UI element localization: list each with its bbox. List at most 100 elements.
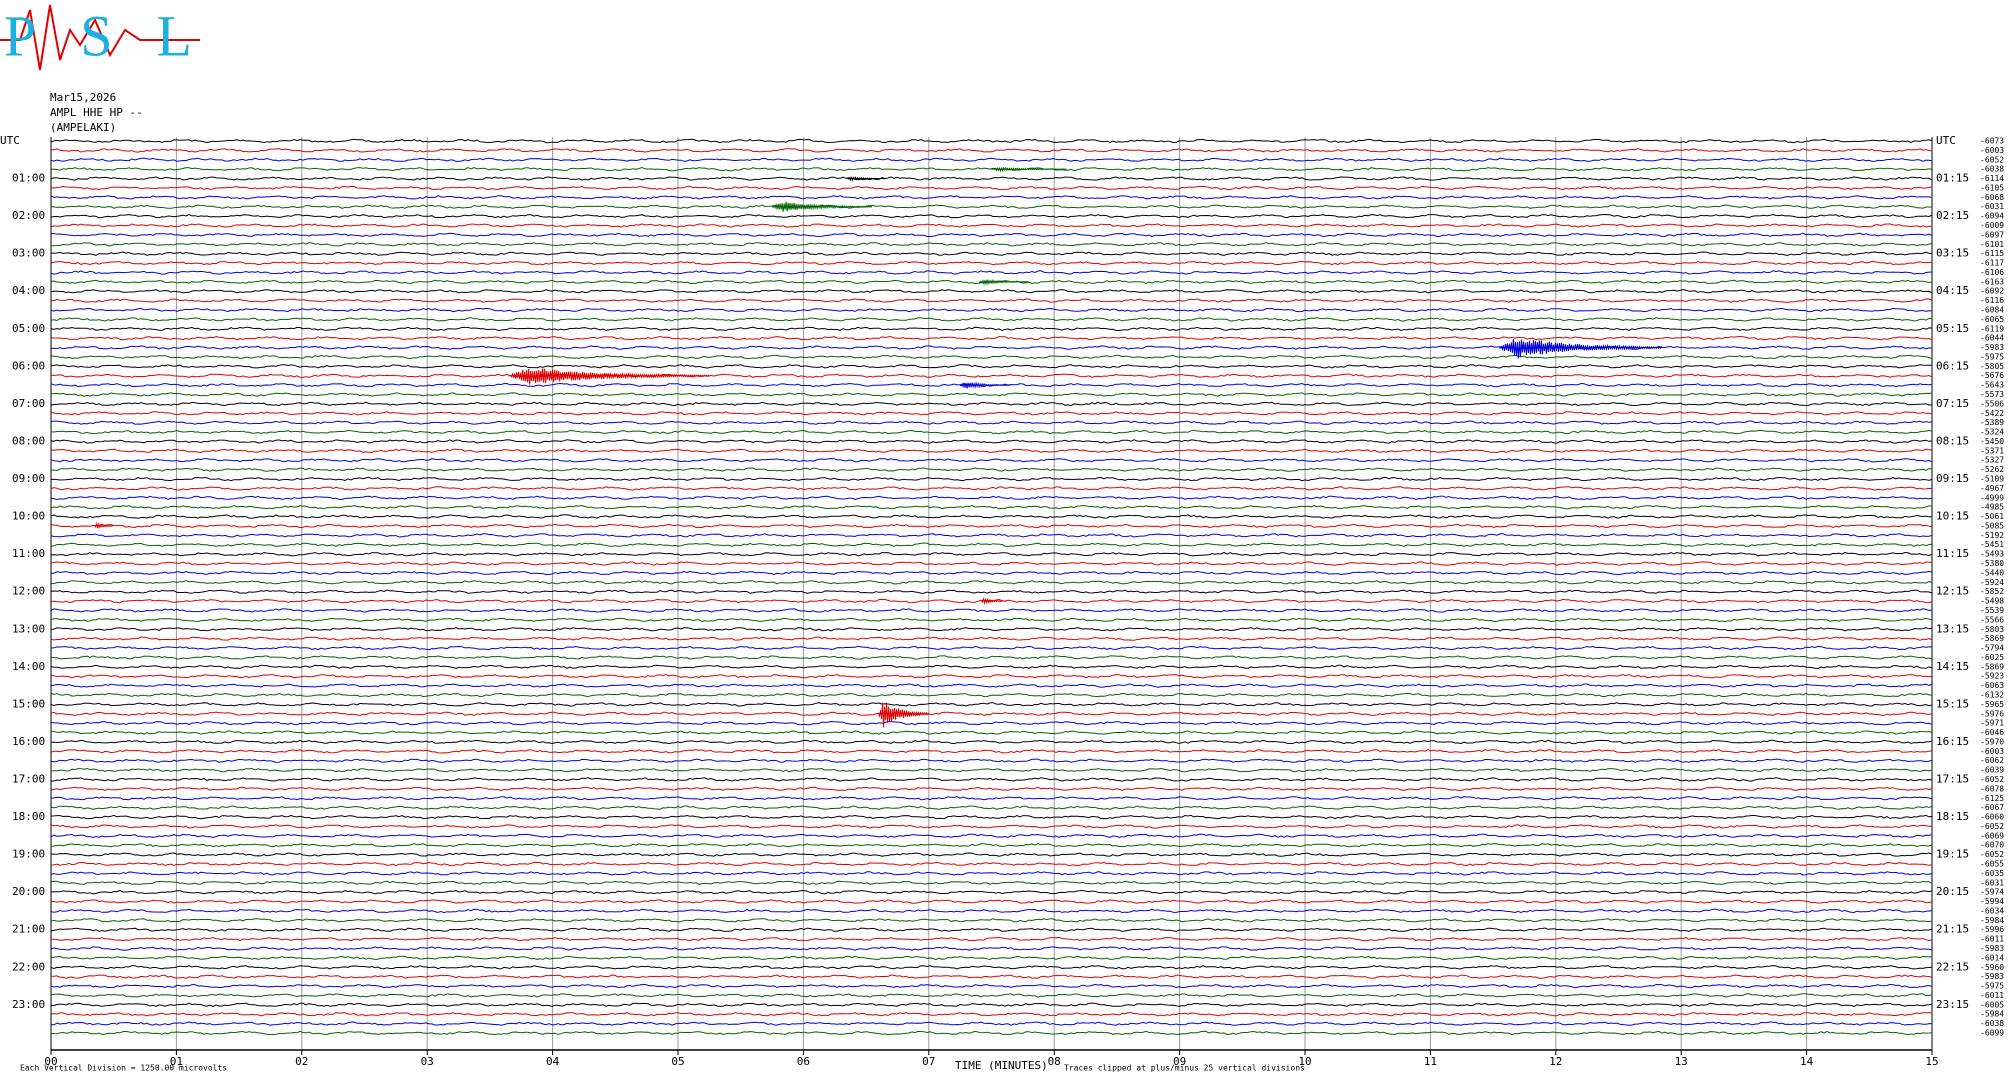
trace (50, 523, 1933, 529)
trace-offset: -6052 (1980, 775, 2004, 784)
right-hour-label: 22:15 (1936, 960, 1969, 973)
trace (50, 777, 1933, 782)
trace-offset: -6003 (1980, 747, 2004, 756)
trace (50, 335, 1933, 341)
left-hour-label: 01:00 (12, 172, 45, 185)
trace (50, 326, 1933, 332)
trace (51, 242, 1933, 247)
trace (50, 720, 1933, 726)
right-hour-label: 07:15 (1936, 397, 1969, 410)
left-hour-label: 03:00 (12, 247, 45, 260)
trace-offset: -6101 (1980, 240, 2004, 249)
trace (50, 918, 1933, 923)
trace (50, 1002, 1933, 1008)
trace (50, 711, 1933, 716)
trace-offset: -6117 (1980, 259, 2004, 268)
right-hour-label: 11:15 (1936, 547, 1969, 560)
trace-offset: -5389 (1980, 418, 2004, 427)
trace-offset: -6031 (1980, 878, 2004, 887)
trace-offset: -5566 (1980, 615, 2004, 624)
trace (50, 936, 1933, 942)
trace-offset: -6063 (1980, 681, 2004, 690)
trace (50, 739, 1933, 745)
x-tick-label: 08 (1048, 1055, 1061, 1068)
trace-offset: -6084 (1980, 306, 2004, 315)
x-tick-label: 12 (1549, 1055, 1562, 1068)
trace-offset: -6067 (1980, 803, 2004, 812)
seismic-event (1499, 338, 1663, 359)
trace-offset: -6035 (1980, 869, 2004, 878)
trace (50, 504, 1933, 510)
trace-offset: -6009 (1980, 221, 2004, 230)
trace (50, 157, 1933, 162)
left-hour-label: 06:00 (12, 359, 45, 372)
trace (50, 476, 1933, 482)
trace-offset: -5869 (1980, 662, 2004, 671)
right-hour-label: 19:15 (1936, 848, 1969, 861)
trace-offset: -5573 (1980, 390, 2004, 399)
trace-offset: -5643 (1980, 381, 2004, 390)
trace-offset: -6119 (1980, 324, 2004, 333)
x-tick-label: 09 (1173, 1055, 1186, 1068)
trace (50, 373, 1933, 378)
trace-offset: -6039 (1980, 766, 2004, 775)
trace-offset: -5440 (1980, 568, 2004, 577)
trace-offset: -6073 (1980, 137, 2004, 146)
trace-offset: -5976 (1980, 709, 2004, 718)
trace-offset: -5923 (1980, 672, 2004, 681)
trace-offset: -6044 (1980, 334, 2004, 343)
trace-offset: -5450 (1980, 437, 2004, 446)
trace (50, 176, 1933, 181)
trace-offset: -6052 (1980, 155, 2004, 164)
left-hour-label: 14:00 (12, 660, 45, 673)
left-hour-label: 23:00 (12, 998, 45, 1011)
x-tick-label: 03 (421, 1055, 434, 1068)
trace-offset: -6011 (1980, 991, 2004, 1000)
trace (50, 702, 1933, 707)
right-hour-label: 06:15 (1936, 359, 1969, 372)
logo-text: PSL (4, 3, 236, 68)
trace (50, 166, 1933, 172)
trace (50, 533, 1933, 538)
trace (50, 467, 1933, 472)
trace-offset: -6062 (1980, 756, 2004, 765)
left-hour-label: 19:00 (12, 848, 45, 861)
left-hour-label: 21:00 (12, 923, 45, 936)
seismic-event (878, 702, 930, 728)
trace (50, 148, 1933, 153)
trace (50, 852, 1933, 857)
trace (50, 899, 1933, 904)
trace-offset: -6034 (1980, 906, 2004, 915)
right-hour-label: 21:15 (1936, 923, 1969, 936)
left-hour-label: UTC (0, 134, 20, 147)
right-hour-label: 01:15 (1936, 172, 1969, 185)
trace-offset: -5493 (1980, 550, 2004, 559)
trace (50, 251, 1933, 256)
trace (50, 317, 1933, 322)
trace (50, 880, 1933, 885)
trace-offset: -5970 (1980, 737, 2004, 746)
trace (50, 861, 1933, 867)
right-hour-label: 15:15 (1936, 697, 1969, 710)
trace (50, 908, 1933, 914)
trace-offset: -5869 (1980, 634, 2004, 643)
trace (50, 270, 1933, 275)
right-hour-label: UTC (1936, 134, 1956, 147)
trace-offset: -6060 (1980, 813, 2004, 822)
trace-offset: -5451 (1980, 540, 2004, 549)
right-hour-label: 13:15 (1936, 622, 1969, 635)
trace-offset: -5984 (1980, 916, 2004, 925)
trace (50, 617, 1933, 623)
left-hour-label: 12:00 (12, 585, 45, 598)
trace-offset: -6099 (1980, 1029, 2004, 1038)
trace (50, 223, 1933, 228)
trace-offset: -5975 (1980, 982, 2004, 991)
trace (50, 655, 1933, 660)
trace (50, 974, 1933, 979)
trace-offset: -6078 (1980, 784, 2004, 793)
x-tick-label: 11 (1424, 1055, 1437, 1068)
trace (50, 946, 1933, 951)
header-date: Mar15,2026 (50, 91, 116, 104)
left-hour-label: 22:00 (12, 960, 45, 973)
trace-offset: -5805 (1980, 362, 2004, 371)
